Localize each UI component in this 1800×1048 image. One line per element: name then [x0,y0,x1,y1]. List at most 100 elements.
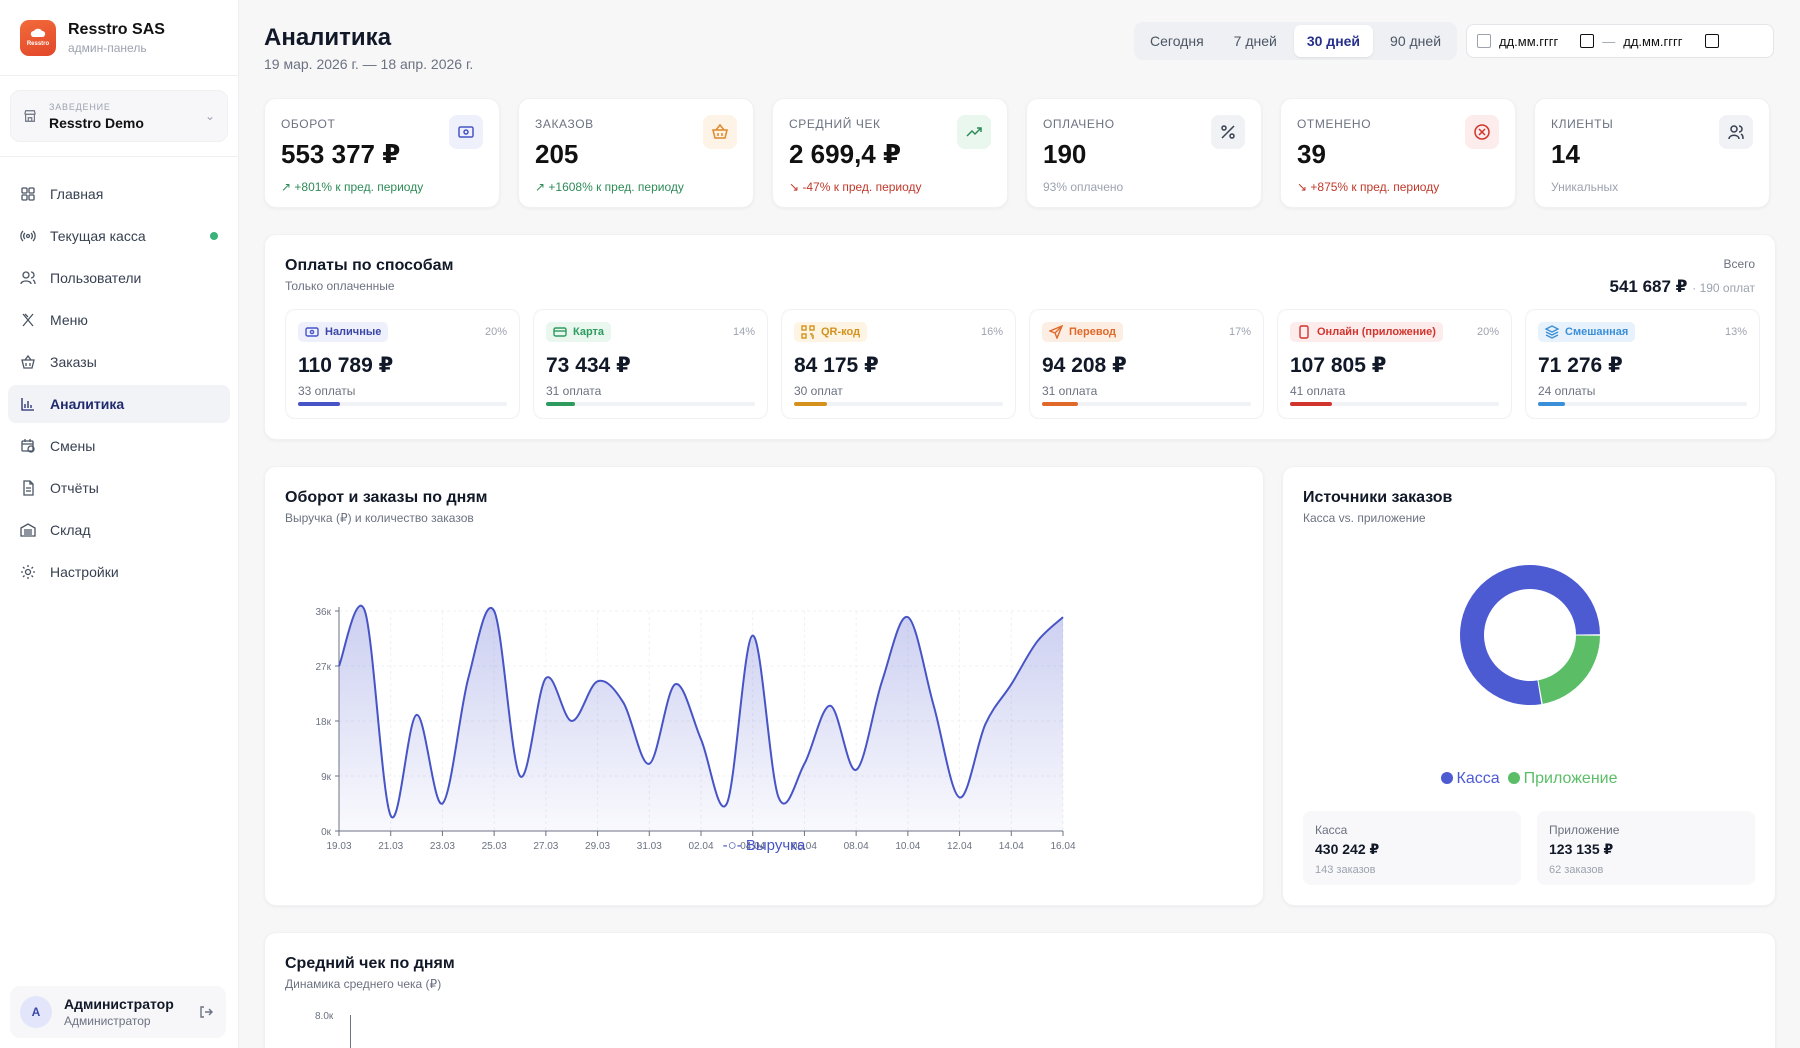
range-option-0[interactable]: Сегодня [1150,33,1204,49]
legend-item[interactable]: Приложение [1507,770,1617,787]
avatar: A [20,996,52,1028]
range-option-3[interactable]: 90 дней [1390,33,1442,49]
sidebar-item-1[interactable]: Текущая касса [8,217,230,255]
revenue-line [338,604,1064,819]
date-range-input[interactable]: дд.мм.гггг — дд.мм.гггг [1466,24,1774,58]
date-from-picker-icon[interactable] [1580,34,1595,48]
sidebar-item-9[interactable]: Настройки [8,553,230,591]
venue-name: Resstro Demo [49,114,144,131]
radio-icon [20,228,36,244]
source-box-value: 123 135 ₽ [1549,841,1614,857]
payment-count: 33 оплаты [298,384,356,398]
sources-subtitle: Касса vs. приложение [1303,511,1426,525]
donut-slice-app[interactable] [1538,635,1600,704]
payment-tag: Перевод [1042,322,1124,342]
kpi-value: 205 [535,139,579,169]
payment-method-4: Онлайн (приложение) 20% 107 805 ₽ 41 оплата [1277,309,1512,419]
date-from-field[interactable]: дд.мм.гггг [1499,33,1559,49]
sidebar-item-4[interactable]: Заказы [8,343,230,381]
kpi-row: ОБОРОТ 553 377 ₽ ↗ +801% к пред. периоду ЗА… [264,98,1770,208]
cash-icon [449,115,483,149]
payment-percent: 20% [484,326,507,338]
date-to-picker-icon[interactable] [1704,34,1719,48]
range-option-2[interactable]: 30 дней [1293,25,1374,57]
payment-progress-fill [298,402,340,406]
calendar-clock-icon [20,438,36,454]
kpi-delta: ↘ +875% к пред. периоду [1297,180,1440,194]
revenue-chart: 0к 9к 18к 27к 36к 19.03 21.03 23.03 25.03 27.03 29… [316,604,1076,852]
gear-icon [20,564,36,580]
range-option-1[interactable]: 7 дней [1233,33,1277,49]
payment-progress-fill [546,402,576,406]
user-profile[interactable]: A Администратор Администратор [10,986,226,1038]
users-icon [20,270,36,286]
logout-icon[interactable] [198,1004,214,1020]
main-content: Аналитика 19 мар. 2026 г. — 18 апр. 2026… [240,0,1800,1048]
trending-up-icon [957,115,991,149]
sources-title: Источники заказов [1303,489,1453,506]
payment-progress-bar [546,402,755,406]
sidebar-item-2[interactable]: Пользователи [8,259,230,297]
basket-icon [703,115,737,149]
payment-method-0: Наличные 20% 110 789 ₽ 33 оплаты [285,309,520,419]
layers-icon [1545,325,1559,339]
users-icon [1719,115,1753,149]
donut-slice-kassa[interactable] [1460,565,1600,705]
avg-check-ytick: 8.0к [315,1011,334,1022]
avg-check-title: Средний чек по дням [285,955,455,972]
calendar-icon [1477,34,1491,48]
sidebar-item-6[interactable]: Смены [8,427,230,465]
payment-percent: 16% [980,326,1003,338]
payment-count: 30 оплат [794,384,843,398]
source-box-sub: 62 заказов [1549,864,1604,876]
kpi-delta: ↗ +1608% к пред. периоду [535,180,684,194]
payment-name: Смешанная [1565,326,1629,338]
venue-selector[interactable]: ЗАВЕДЕНИЕ Resstro Demo ⌄ [10,90,228,142]
sidebar-item-label: Пользователи [50,270,142,286]
revenue-area [339,605,1063,831]
date-separator: — [1602,33,1616,49]
brand-subtitle: админ-панель [68,40,147,55]
date-to-field[interactable]: дд.мм.гггг [1623,33,1683,49]
legend-label: Касса [1456,770,1500,787]
payments-total-value: 541 687 ₽ [1609,277,1688,296]
payment-tag: Наличные [298,322,389,342]
sidebar-item-8[interactable]: Склад [8,511,230,549]
payment-percent: 14% [732,326,755,338]
kpi-label: ОТМЕНЕНО [1297,117,1372,131]
grid-icon [20,186,36,202]
user-name: Администратор [64,996,174,1012]
sidebar-item-0[interactable]: Главная [8,175,230,213]
sources-card: Источники заказов Касса vs. приложение К… [1282,466,1776,906]
sidebar: Resstro Resstro SAS админ-панель ЗАВЕДЕН… [0,0,239,1048]
legend-item[interactable]: Касса [1440,770,1500,787]
sidebar-item-label: Аналитика [50,396,125,412]
source-box-kassa: Касса 430 242 ₽ 143 заказов [1303,811,1521,885]
x-tick-label: 10.04 [895,841,920,852]
kpi-card-3: ОПЛАЧЕНО 190 93% оплачено [1026,98,1262,208]
payments-card: Оплаты по способам Только оплаченные Все… [264,234,1776,440]
revenue-chart-legend[interactable]: -○- Выручка [265,837,1263,854]
sidebar-item-5[interactable]: Аналитика [8,385,230,423]
percent-icon [1211,115,1245,149]
kpi-label: ОБОРОТ [281,117,336,131]
payment-count: 31 оплата [1042,384,1098,398]
sidebar-item-3[interactable]: Меню [8,301,230,339]
sidebar-item-label: Главная [50,186,104,202]
x-tick-label: 12.04 [947,841,972,852]
chevron-down-icon: ⌄ [204,109,215,123]
brand-logo: Resstro [20,19,56,56]
avg-check-axis [350,1015,351,1048]
payment-name: Карта [573,326,605,338]
sidebar-item-7[interactable]: Отчёты [8,469,230,507]
payments-title: Оплаты по способам [285,257,454,274]
brand-logo-text: Resstro [26,41,50,47]
x-tick-label: 21.03 [378,841,403,852]
source-box-app: Приложение 123 135 ₽ 62 заказов [1537,811,1755,885]
sources-legend: Касса Приложение [1283,770,1775,788]
qr-icon [801,325,815,339]
brand[interactable]: Resstro Resstro SAS админ-панель [0,0,238,76]
sidebar-item-label: Склад [50,522,91,538]
brand-title: Resstro SAS [68,20,165,38]
x-tick-label: 27.03 [533,841,558,852]
